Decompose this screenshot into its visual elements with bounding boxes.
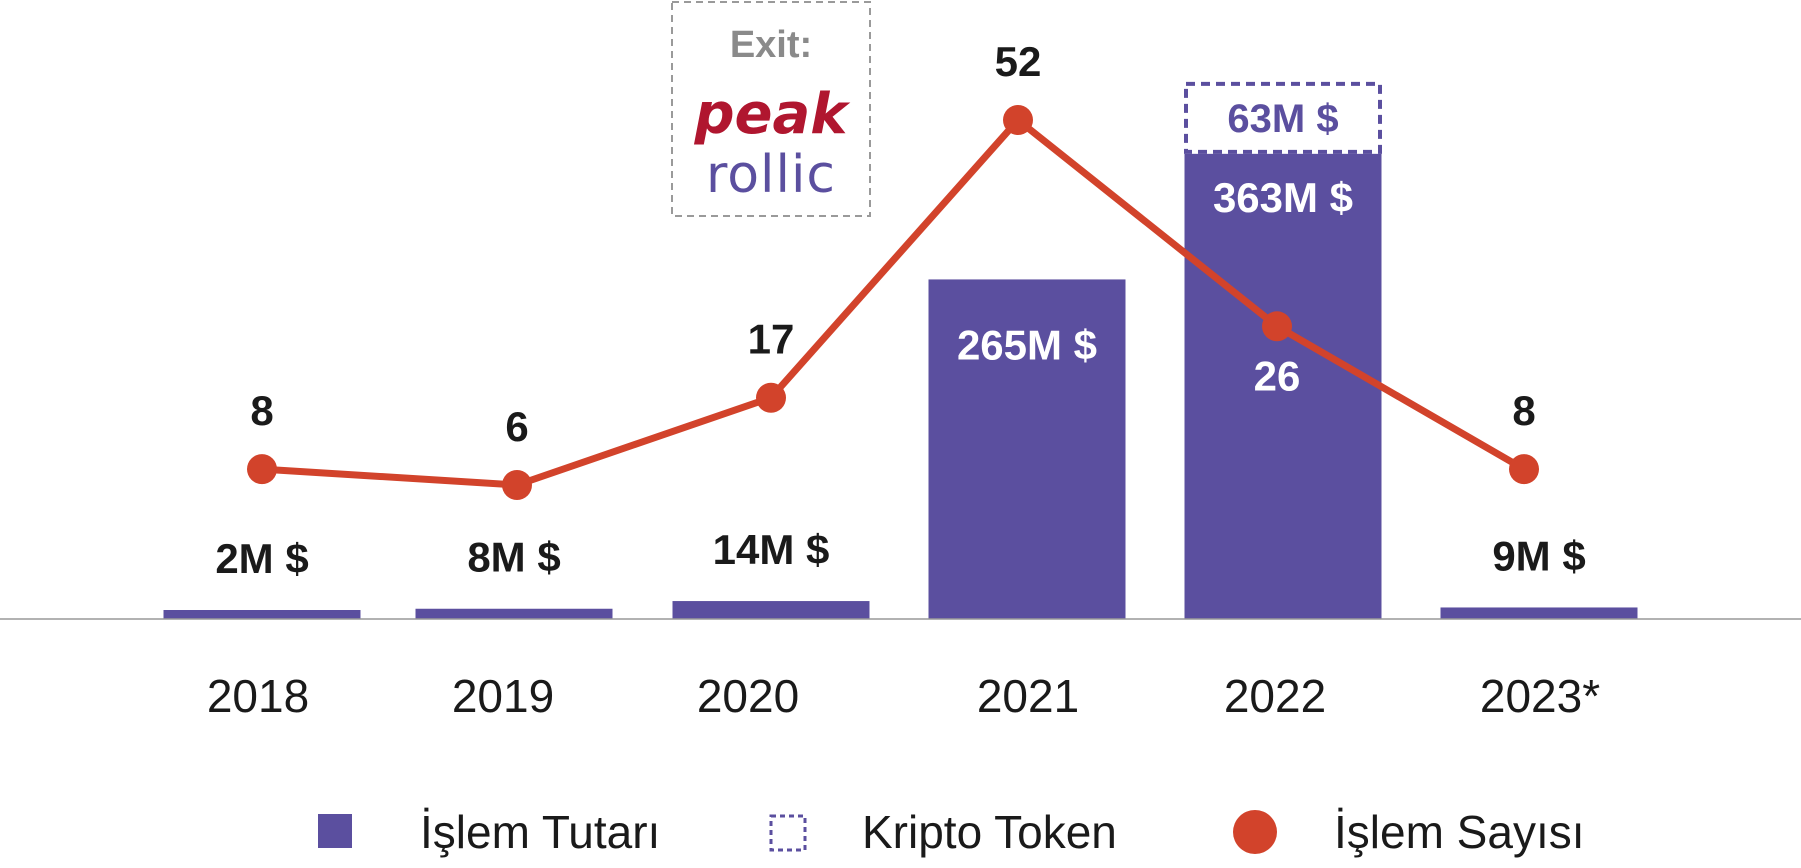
rollic-logo: rollic <box>706 145 836 205</box>
exit-label: Exit: <box>730 24 812 66</box>
exit-annotation-box <box>671 1 871 217</box>
legend-marker-islem-sayisi <box>1233 810 1277 854</box>
bar-2020 <box>672 601 870 619</box>
bar-label-2022: 363M $ <box>1213 174 1353 221</box>
bar-label-2021: 265M $ <box>957 321 1097 368</box>
line-point-2023* <box>1509 454 1539 485</box>
x-tick-2020: 2020 <box>697 670 799 722</box>
islem-sayisi-line <box>261 116 1526 489</box>
bar-2022 <box>1184 153 1382 619</box>
legend-label-islem-tutari: İşlem Tutarı <box>420 806 660 858</box>
line-point-2019 <box>502 470 532 500</box>
line-label-2023*: 8 <box>1512 387 1535 434</box>
bar-2018 <box>163 610 361 619</box>
bar-label-2019: 8M $ <box>467 534 560 581</box>
legend-marker-kripto-token <box>769 814 807 852</box>
x-tick-labels: 2018 2019 2020 2021 2022 2023* <box>207 670 1600 722</box>
line-label-2019: 6 <box>505 403 528 450</box>
peak-logo: peak <box>693 82 851 147</box>
x-tick-2022: 2022 <box>1224 670 1326 722</box>
line-label-2018: 8 <box>250 387 273 434</box>
line-point-2022 <box>1262 311 1292 342</box>
exit-annotation: Exit: peak rollic <box>671 1 871 217</box>
bar-2019 <box>415 608 613 619</box>
bars-group <box>163 81 1638 619</box>
x-tick-2023*: 2023* <box>1480 670 1600 722</box>
line-point-2018 <box>247 454 277 485</box>
legend-label-islem-sayisi: İşlem Sayısı <box>1334 806 1585 858</box>
line-point-2020 <box>756 382 786 413</box>
line-label-2021: 52 <box>995 38 1042 85</box>
x-tick-2018: 2018 <box>207 670 309 722</box>
line-series-group <box>247 105 1539 500</box>
line-point-2021 <box>1003 105 1033 135</box>
bar-2021 <box>928 279 1126 619</box>
token-box-2022 <box>1184 81 1382 154</box>
x-tick-2021: 2021 <box>977 670 1079 722</box>
bar-2023* <box>1440 607 1638 619</box>
legend-label-kripto-token: Kripto Token <box>862 806 1117 858</box>
data-labels-group: 2M $ 8M $ 14M $ 265M $ 363M $ 9M $ 63M $ 8 6 17 52… <box>215 38 1585 582</box>
legend: İşlem Tutarı Kripto Token İşlem Sayısı <box>318 806 1585 858</box>
legend-marker-islem-tutari <box>318 814 352 848</box>
x-tick-2019: 2019 <box>452 670 554 722</box>
bar-label-2020: 14M $ <box>713 526 830 573</box>
line-label-2020: 17 <box>748 316 795 363</box>
bar-label-2023*: 9M $ <box>1492 532 1585 579</box>
line-label-2022: 26 <box>1254 352 1301 399</box>
token-label-2022: 63M $ <box>1227 97 1338 141</box>
bar-label-2018: 2M $ <box>215 535 308 582</box>
